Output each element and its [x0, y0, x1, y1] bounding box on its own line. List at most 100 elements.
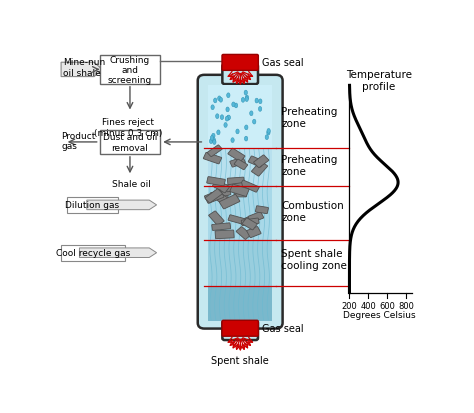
Text: Dilution gas: Dilution gas	[65, 201, 119, 210]
FancyBboxPatch shape	[228, 215, 246, 225]
Ellipse shape	[259, 100, 262, 104]
Bar	[208, 86, 272, 148]
FancyBboxPatch shape	[215, 189, 231, 198]
FancyBboxPatch shape	[254, 156, 269, 168]
Bar	[208, 148, 272, 186]
Text: Spent shale: Spent shale	[211, 355, 269, 365]
Ellipse shape	[212, 134, 215, 139]
FancyBboxPatch shape	[228, 178, 245, 185]
Ellipse shape	[265, 135, 268, 140]
Text: 800: 800	[399, 302, 414, 311]
Ellipse shape	[245, 126, 248, 131]
Ellipse shape	[213, 140, 216, 145]
Text: Preheating
zone: Preheating zone	[282, 107, 338, 129]
Bar	[208, 287, 272, 321]
Text: 600: 600	[380, 302, 395, 311]
Ellipse shape	[227, 94, 230, 98]
FancyBboxPatch shape	[252, 162, 268, 177]
Text: Temperature
profile: Temperature profile	[346, 70, 412, 92]
Text: Preheating
zone: Preheating zone	[282, 155, 338, 176]
Ellipse shape	[212, 138, 216, 143]
Bar	[66, 197, 118, 214]
FancyBboxPatch shape	[209, 211, 224, 226]
Text: Degrees Celsius: Degrees Celsius	[344, 310, 416, 319]
Ellipse shape	[246, 96, 248, 101]
Text: Mine-nun
oil shale: Mine-nun oil shale	[63, 58, 105, 78]
Ellipse shape	[210, 140, 213, 144]
Text: Cool recycle gas: Cool recycle gas	[56, 249, 130, 258]
Ellipse shape	[216, 114, 219, 119]
FancyBboxPatch shape	[248, 212, 264, 223]
FancyBboxPatch shape	[234, 160, 247, 170]
FancyBboxPatch shape	[240, 216, 255, 225]
FancyArrow shape	[61, 63, 102, 77]
Ellipse shape	[245, 97, 248, 102]
FancyBboxPatch shape	[247, 227, 261, 238]
Text: Fines reject
(minus 0.3 cm): Fines reject (minus 0.3 cm)	[94, 118, 162, 137]
FancyBboxPatch shape	[248, 157, 264, 168]
FancyBboxPatch shape	[228, 149, 245, 162]
FancyBboxPatch shape	[205, 190, 222, 204]
FancyBboxPatch shape	[210, 192, 228, 200]
FancyBboxPatch shape	[222, 321, 258, 340]
FancyBboxPatch shape	[234, 191, 246, 197]
Text: Product
gas: Product gas	[61, 131, 95, 151]
Ellipse shape	[218, 97, 221, 102]
FancyBboxPatch shape	[222, 65, 258, 85]
FancyBboxPatch shape	[255, 206, 268, 214]
Ellipse shape	[258, 107, 262, 112]
FancyBboxPatch shape	[230, 157, 246, 168]
FancyBboxPatch shape	[207, 145, 222, 157]
FancyBboxPatch shape	[212, 223, 231, 231]
FancyBboxPatch shape	[204, 190, 224, 204]
Ellipse shape	[253, 120, 256, 125]
Text: Gas seal: Gas seal	[263, 323, 304, 333]
Ellipse shape	[232, 103, 235, 107]
Ellipse shape	[219, 98, 222, 103]
FancyBboxPatch shape	[222, 55, 258, 71]
Text: 400: 400	[361, 302, 376, 311]
Ellipse shape	[227, 116, 230, 121]
Bar	[61, 245, 125, 261]
FancyBboxPatch shape	[219, 195, 240, 209]
FancyBboxPatch shape	[242, 218, 257, 230]
Ellipse shape	[250, 112, 253, 116]
Ellipse shape	[234, 104, 237, 109]
FancyBboxPatch shape	[207, 177, 225, 186]
FancyBboxPatch shape	[203, 153, 222, 164]
Text: Shale oil: Shale oil	[112, 179, 151, 188]
Ellipse shape	[245, 137, 248, 142]
Text: Gas seal: Gas seal	[263, 58, 304, 68]
Ellipse shape	[224, 123, 227, 128]
FancyBboxPatch shape	[215, 230, 234, 239]
Text: Combustion
zone: Combustion zone	[282, 201, 344, 223]
Ellipse shape	[225, 117, 228, 122]
Ellipse shape	[267, 131, 270, 136]
Ellipse shape	[255, 99, 258, 104]
Ellipse shape	[236, 130, 239, 135]
Bar	[208, 240, 272, 287]
Bar	[100, 131, 160, 154]
FancyBboxPatch shape	[226, 183, 243, 192]
Text: Crushing
and
screening: Crushing and screening	[108, 55, 152, 85]
FancyArrow shape	[87, 201, 156, 210]
FancyBboxPatch shape	[230, 185, 249, 197]
Ellipse shape	[226, 108, 229, 112]
Text: Spent shale
cooling zone: Spent shale cooling zone	[282, 249, 347, 270]
Ellipse shape	[227, 116, 230, 121]
Ellipse shape	[267, 129, 270, 134]
Ellipse shape	[244, 91, 247, 96]
Ellipse shape	[217, 131, 220, 135]
Ellipse shape	[231, 138, 234, 143]
Ellipse shape	[210, 136, 214, 141]
Text: 200: 200	[342, 302, 357, 311]
FancyArrow shape	[80, 248, 156, 258]
FancyBboxPatch shape	[198, 76, 283, 329]
FancyBboxPatch shape	[222, 320, 258, 337]
FancyBboxPatch shape	[240, 180, 259, 193]
FancyBboxPatch shape	[217, 195, 232, 207]
Bar	[100, 56, 160, 85]
FancyBboxPatch shape	[241, 218, 259, 226]
Ellipse shape	[220, 116, 224, 120]
Bar	[208, 186, 272, 240]
